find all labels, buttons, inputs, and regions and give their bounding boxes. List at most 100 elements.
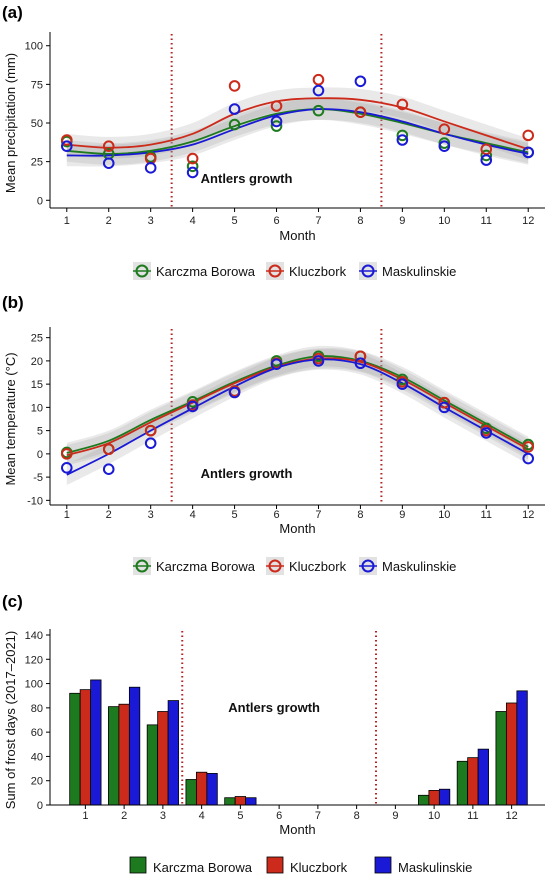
legend-label-2: Maskulinskie	[398, 860, 472, 875]
legend-swatch-0	[129, 856, 147, 874]
x-tick-label: 4	[190, 215, 196, 227]
x-tick-label: 11	[467, 810, 478, 822]
data-point-0	[396, 129, 409, 142]
x-tick-label: 7	[315, 509, 321, 521]
data-point-2	[396, 134, 409, 146]
data-point-2	[186, 166, 199, 179]
y-tick-label: 20	[31, 776, 43, 788]
legend-label-1: Kluczbork	[290, 860, 348, 875]
confidence-band-2	[66, 349, 529, 486]
x-tick-label: 4	[190, 509, 196, 521]
legend-swatch-1	[266, 856, 284, 874]
bar-0	[456, 760, 469, 806]
x-tick-label: 4	[199, 810, 205, 822]
x-tick-label: 7	[315, 215, 321, 227]
data-point-1	[312, 73, 325, 86]
data-point-2	[228, 103, 241, 115]
legend-marker-1	[268, 559, 282, 573]
data-point-1	[186, 152, 199, 165]
data-point-0	[186, 160, 199, 173]
data-point-2	[522, 146, 535, 159]
confidence-band-1	[66, 87, 529, 161]
bar-0	[146, 724, 159, 806]
data-point-0	[312, 104, 325, 117]
data-point-2	[102, 157, 115, 169]
data-point-1	[480, 143, 493, 156]
y-tick-label: 75	[31, 79, 43, 91]
x-tick-label: 10	[438, 509, 450, 521]
bar-2	[90, 679, 102, 806]
confidence-band-1	[66, 347, 529, 466]
data-point-1	[270, 100, 283, 112]
x-tick-label: 2	[106, 215, 112, 227]
y-tick-label: 20	[31, 356, 43, 368]
bar-2	[206, 773, 218, 806]
data-point-2	[480, 154, 493, 166]
data-point-2	[270, 358, 283, 370]
x-tick-label: 1	[82, 810, 88, 822]
bar-0	[418, 794, 430, 806]
x-tick-label: 11	[481, 215, 492, 227]
x-tick-label: 9	[399, 215, 405, 227]
smooth-line-1	[66, 97, 529, 151]
y-tick-label: 5	[37, 426, 43, 438]
y-axis-title: Mean temperature (°C)	[3, 352, 18, 485]
data-point-2	[270, 115, 283, 128]
x-tick-label: 5	[232, 215, 238, 227]
y-tick-label: 50	[31, 118, 43, 130]
legend-label-2: Maskulinskie	[382, 264, 456, 279]
bar-2	[477, 748, 489, 806]
x-tick-label: 12	[522, 509, 534, 521]
data-point-2	[312, 355, 325, 367]
bar-1	[428, 790, 440, 806]
x-tick-label: 10	[438, 215, 450, 227]
bar-0	[224, 797, 236, 806]
legend-label-2: Maskulinskie	[382, 559, 456, 574]
x-tick-label: 6	[273, 509, 279, 521]
bar-2	[245, 797, 257, 806]
data-point-2	[438, 140, 451, 152]
x-tick-label: 12	[522, 215, 534, 227]
y-tick-label: -10	[27, 495, 43, 507]
bar-2	[128, 686, 141, 806]
x-tick-label: 6	[276, 810, 282, 822]
x-tick-label: 8	[354, 810, 360, 822]
x-tick-label: 6	[273, 215, 279, 227]
x-tick-label: 2	[121, 810, 127, 822]
y-tick-label: 25	[31, 157, 43, 169]
y-axis-title: Mean precipitation (mm)	[3, 53, 18, 193]
bar-2	[438, 788, 451, 806]
data-point-1	[144, 424, 157, 437]
data-point-2	[186, 400, 199, 413]
panel-label: (a)	[2, 3, 23, 22]
y-tick-label: 0	[37, 449, 43, 461]
bar-1	[195, 771, 208, 806]
legend-marker-0	[135, 264, 149, 278]
y-tick-label: 15	[31, 379, 43, 391]
legend-marker-2	[361, 559, 375, 573]
bar-1	[157, 711, 169, 806]
data-point-1	[354, 350, 367, 363]
bar-0	[495, 711, 507, 806]
confidence-band-0	[66, 98, 529, 165]
x-tick-label: 5	[237, 810, 243, 822]
x-tick-label: 9	[399, 509, 405, 521]
y-tick-label: 0	[37, 800, 43, 812]
y-tick-label: 10	[31, 402, 43, 414]
x-axis-title: Month	[279, 228, 315, 243]
data-point-0	[480, 149, 493, 162]
legend-swatch-2	[374, 856, 392, 874]
bar-1	[79, 689, 92, 806]
data-point-1	[102, 140, 115, 152]
data-point-1	[60, 448, 73, 460]
y-tick-label: 80	[31, 703, 43, 715]
bar-2	[167, 700, 179, 806]
data-point-0	[270, 120, 283, 132]
data-point-2	[354, 357, 367, 370]
x-tick-label: 10	[428, 810, 440, 822]
legend-label-0: Karczma Borowa	[156, 559, 256, 574]
data-point-1	[522, 441, 535, 453]
